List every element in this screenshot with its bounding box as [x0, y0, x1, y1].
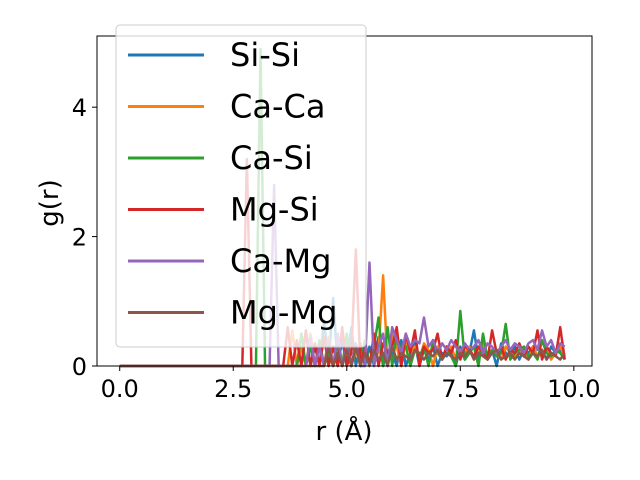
legend-label-si-si: Si-Si [230, 36, 300, 74]
legend-label-mg-mg: Mg-Mg [230, 294, 337, 332]
x-tick-label: 5.0 [328, 375, 366, 403]
y-tick-label: 0 [72, 353, 87, 381]
x-tick-label: 7.5 [441, 375, 479, 403]
x-tick-label: 2.5 [214, 375, 252, 403]
x-axis-label: r (Å) [315, 415, 372, 447]
x-tick-label: 10.0 [547, 375, 600, 403]
legend-items: Si-Si Ca-Ca Ca-Si Mg-Si Ca-Mg Mg-Mg [128, 36, 337, 332]
legend-label-mg-si: Mg-Si [230, 191, 319, 229]
x-tick-label: 0.0 [101, 375, 139, 403]
legend: Si-Si Ca-Ca Ca-Si Mg-Si Ca-Mg Mg-Mg [115, 24, 367, 348]
y-tick-label: 2 [72, 224, 87, 252]
legend-label-ca-si: Ca-Si [230, 139, 313, 177]
x-axis: 0.0 2.5 5.0 7.5 10.0 [101, 366, 601, 403]
legend-label-ca-ca: Ca-Ca [230, 88, 325, 126]
y-axis: 0 2 4 [72, 94, 97, 381]
y-tick-label: 4 [72, 94, 87, 122]
legend-label-ca-mg: Ca-Mg [230, 242, 331, 280]
y-axis-label: g(r) [35, 179, 65, 226]
